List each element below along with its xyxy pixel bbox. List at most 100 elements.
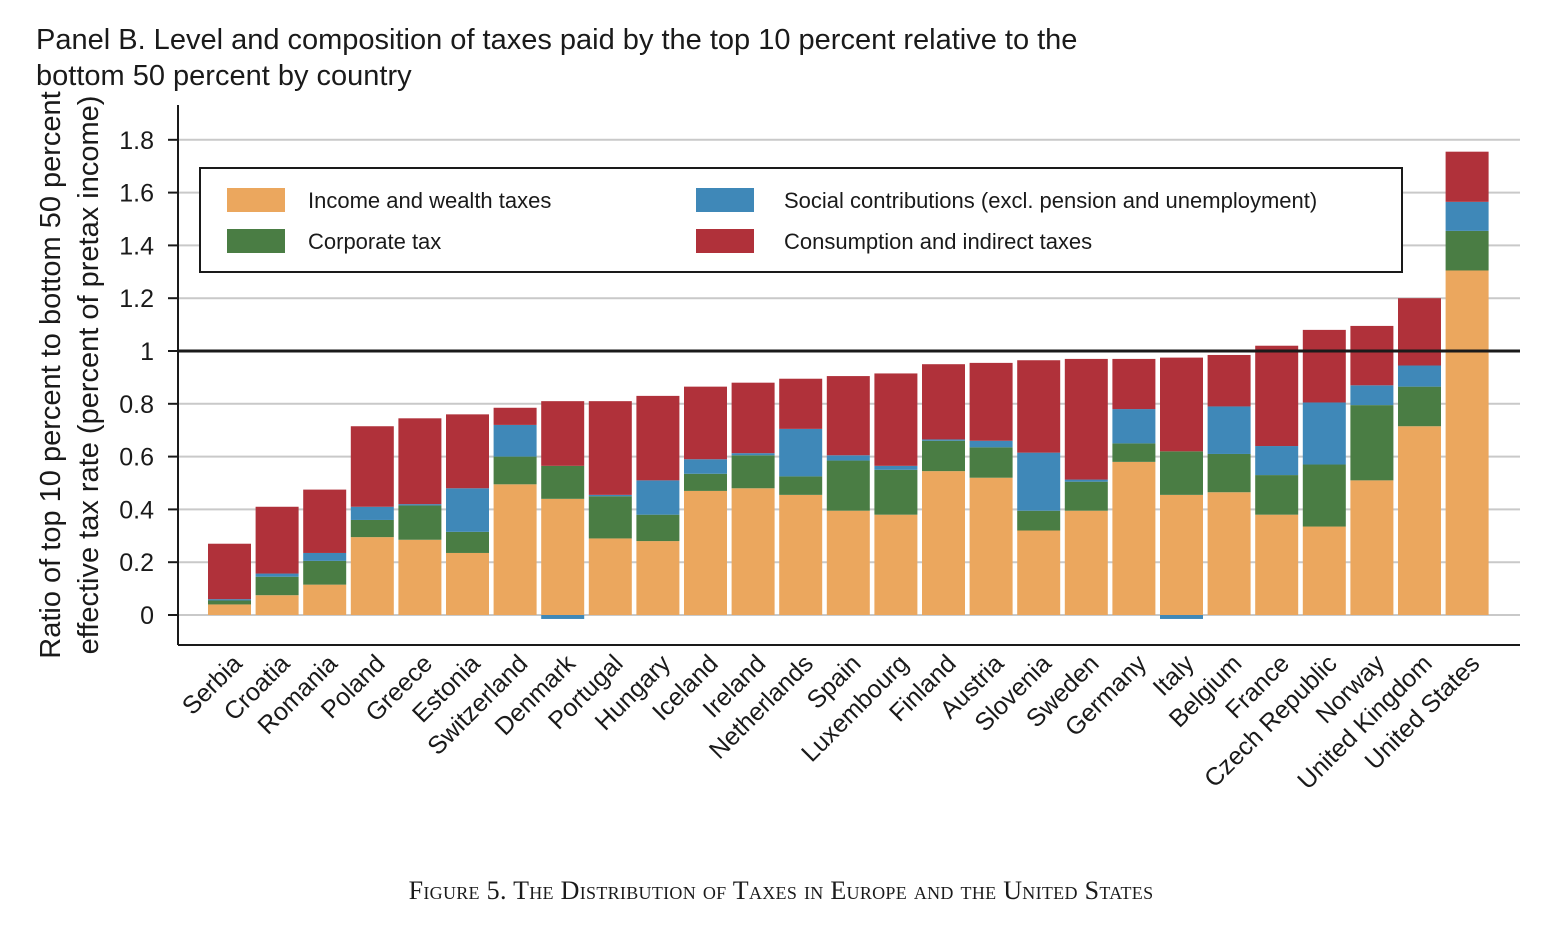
bar-segment-social-contributions-excl-pension-and-unemployment [255,573,299,577]
bar-segment-social-contributions-excl-pension-and-unemployment [1445,201,1489,231]
bar-segment-corporate-tax [1017,510,1061,531]
bar-segment-social-contributions-excl-pension-and-unemployment [779,428,823,477]
bar-segment-income-and-wealth-taxes [541,498,585,615]
bar-segment-consumption-and-indirect-taxes [1160,357,1203,452]
bar-segment-income-and-wealth-taxes [826,510,870,615]
bar-segment-income-and-wealth-taxes [303,584,347,615]
bar-segment-consumption-and-indirect-taxes [779,378,823,429]
x-tick-labels: SerbiaCroatiaRomaniaPolandGreeceEstoniaS… [177,649,1485,795]
bar-segment-income-and-wealth-taxes [1445,270,1489,615]
bar-segment-corporate-tax [541,465,585,499]
bar-segment-income-and-wealth-taxes [398,539,442,615]
bar-segment-corporate-tax [1112,443,1156,462]
bar-segment-corporate-tax [255,576,299,596]
bar-segment-social-contributions-excl-pension-and-unemployment [1160,615,1203,619]
bar-segment-social-contributions-excl-pension-and-unemployment [398,504,442,506]
legend-label-income-and-wealth-taxes: Income and wealth taxes [308,188,551,213]
bar-segment-income-and-wealth-taxes [255,595,299,615]
bar-segment-social-contributions-excl-pension-and-unemployment [350,506,394,520]
bar-segment-corporate-tax [731,455,775,489]
bar-segment-corporate-tax [1350,405,1394,481]
bar-segment-social-contributions-excl-pension-and-unemployment [1398,365,1441,387]
bar-segment-corporate-tax [350,519,394,538]
bar-segment-social-contributions-excl-pension-and-unemployment [1255,446,1299,476]
legend-box [199,167,1403,273]
bar-segment-income-and-wealth-taxes [779,494,823,615]
bar-segment-social-contributions-excl-pension-and-unemployment [208,599,251,601]
bar-segment-corporate-tax [1064,481,1108,511]
y-tick-label: 0.6 [119,444,154,472]
bar-segment-consumption-and-indirect-taxes [398,418,442,505]
bar-segment-income-and-wealth-taxes [1064,510,1108,615]
bar-segment-consumption-and-indirect-taxes [588,401,632,495]
y-tick-label: 0.2 [119,549,154,577]
bar-segment-consumption-and-indirect-taxes [684,386,727,460]
bar-segment-social-contributions-excl-pension-and-unemployment [1207,406,1251,454]
bar-segment-corporate-tax [446,531,489,553]
bar-segment-social-contributions-excl-pension-and-unemployment [446,488,489,532]
bar-segment-social-contributions-excl-pension-and-unemployment [969,440,1013,448]
bar-segment-corporate-tax [874,469,918,515]
bars [208,151,1489,619]
figure-caption: Figure 5. The Distribution of Taxes in E… [408,876,1154,905]
bar-segment-corporate-tax [922,440,965,472]
bar-segment-income-and-wealth-taxes [493,484,537,615]
bar-segment-corporate-tax [1302,464,1346,527]
bar-segment-income-and-wealth-taxes [684,490,727,615]
bar-segment-social-contributions-excl-pension-and-unemployment [922,439,965,441]
bar-segment-social-contributions-excl-pension-and-unemployment [541,615,585,619]
bar-segment-consumption-and-indirect-taxes [350,426,394,507]
bar-segment-income-and-wealth-taxes [1207,492,1251,615]
y-axis-label-line: Ratio of top 10 percent to bottom 50 per… [35,91,67,658]
bar-segment-consumption-and-indirect-taxes [874,373,918,466]
bar-segment-consumption-and-indirect-taxes [1350,325,1394,386]
bar-segment-social-contributions-excl-pension-and-unemployment [303,552,347,561]
bar-segment-social-contributions-excl-pension-and-unemployment [1017,452,1061,511]
bar-segment-social-contributions-excl-pension-and-unemployment [1302,402,1346,465]
bar-segment-corporate-tax [1160,451,1203,495]
bar-segment-income-and-wealth-taxes [636,541,680,615]
y-axis-label: Ratio of top 10 percent to bottom 50 per… [35,91,105,658]
bar-segment-income-and-wealth-taxes [208,604,251,615]
bar-segment-income-and-wealth-taxes [969,477,1013,615]
bar-segment-corporate-tax [1207,453,1251,493]
bar-segment-social-contributions-excl-pension-and-unemployment [826,455,870,461]
bar-segment-consumption-and-indirect-taxes [1064,358,1108,480]
bar-segment-consumption-and-indirect-taxes [1445,151,1489,202]
bar-segment-consumption-and-indirect-taxes [922,364,965,440]
bar-segment-consumption-and-indirect-taxes [255,506,299,574]
bar-segment-consumption-and-indirect-taxes [636,395,680,481]
bar-segment-corporate-tax [1255,475,1299,515]
y-tick-label: 1.6 [119,180,154,208]
y-tick-label: 1.4 [119,232,154,260]
bar-segment-social-contributions-excl-pension-and-unemployment [1350,385,1394,406]
bar-segment-income-and-wealth-taxes [446,552,489,615]
bar-segment-income-and-wealth-taxes [1302,526,1346,615]
bar-segment-consumption-and-indirect-taxes [493,407,537,425]
bar-segment-income-and-wealth-taxes [1398,426,1441,615]
bar-segment-social-contributions-excl-pension-and-unemployment [1064,479,1108,482]
bar-segment-consumption-and-indirect-taxes [446,414,489,489]
y-tick-label: 0 [140,602,154,630]
bar-segment-corporate-tax [1398,386,1441,427]
bar-segment-income-and-wealth-taxes [874,514,918,615]
bar-segment-income-and-wealth-taxes [350,537,394,615]
bar-segment-consumption-and-indirect-taxes [1112,358,1156,410]
legend-swatch-social-contributions-excl-pension-and-unemployment [696,188,754,212]
legend-swatch-corporate-tax [227,229,285,253]
bar-segment-consumption-and-indirect-taxes [1255,345,1299,447]
y-tick-label: 1.2 [119,285,154,313]
bar-segment-corporate-tax [826,460,870,511]
bar-segment-social-contributions-excl-pension-and-unemployment [731,453,775,456]
axes [168,105,1520,646]
bar-segment-social-contributions-excl-pension-and-unemployment [684,459,727,474]
bar-segment-consumption-and-indirect-taxes [1017,360,1061,453]
bar-segment-corporate-tax [588,496,632,539]
y-tick-label: 0.4 [119,496,154,524]
bar-segment-income-and-wealth-taxes [731,488,775,615]
y-tick-label: 0.8 [119,391,154,419]
legend-swatch-income-and-wealth-taxes [227,188,285,212]
legend-swatch-consumption-and-indirect-taxes [696,229,754,253]
legend: Income and wealth taxes Corporate tax Soci… [199,167,1403,273]
bar-segment-income-and-wealth-taxes [1350,480,1394,615]
